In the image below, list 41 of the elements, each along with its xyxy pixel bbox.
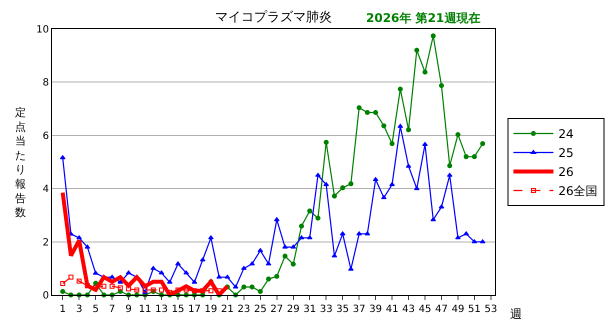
x-tick-label: 27 xyxy=(270,304,284,315)
x-tick-label: 19 xyxy=(204,304,218,315)
x-tick-label: 15 xyxy=(172,304,184,315)
x-tick-label: 31 xyxy=(303,304,316,315)
x-tick-label: 13 xyxy=(155,304,168,315)
chart-subtitle: 2026年 第21週現在 xyxy=(366,11,480,25)
legend-label: 24 xyxy=(558,127,574,142)
x-tick-label: 47 xyxy=(435,304,448,315)
x-tick-label: 29 xyxy=(286,304,300,315)
x-tick-label: 7 xyxy=(108,304,116,315)
legend-label: 25 xyxy=(558,146,574,160)
x-tick-label: 41 xyxy=(386,304,398,315)
x-tick-label: 25 xyxy=(254,304,267,315)
legend-label: 26 xyxy=(558,165,574,180)
y-tick-label: 0 xyxy=(42,290,49,302)
x-tick-label: 17 xyxy=(188,304,201,315)
y-tick-label: 8 xyxy=(42,78,49,89)
y-axis-title: 定点当たり報告数 xyxy=(15,106,26,220)
x-tick-label: 21 xyxy=(221,304,234,315)
x-tick-label: 23 xyxy=(237,304,250,315)
y-tick-label: 4 xyxy=(42,184,49,196)
legend-label: 26全国 xyxy=(558,184,598,198)
x-tick-label: 39 xyxy=(369,304,382,315)
y-tick-label: 10 xyxy=(36,24,49,36)
x-tick-label: 37 xyxy=(352,304,366,315)
x-tick-label: 33 xyxy=(320,304,333,315)
x-tick-label: 3 xyxy=(76,304,82,315)
x-tick-label: 53 xyxy=(484,304,498,315)
y-tick-label: 6 xyxy=(42,130,49,142)
x-tick-label: 11 xyxy=(138,304,152,315)
x-tick-label: 45 xyxy=(418,304,432,315)
chart-title: マイコプラズマ肺炎 xyxy=(215,10,332,25)
x-tick-label: 51 xyxy=(468,304,481,315)
x-tick-label: 49 xyxy=(452,304,464,315)
y-tick-label: 2 xyxy=(42,237,49,248)
x-tick-label: 1 xyxy=(60,304,66,315)
x-axis-title: 週 xyxy=(510,307,522,321)
x-tick-label: 35 xyxy=(336,304,350,315)
x-tick-label: 43 xyxy=(402,304,415,315)
x-tick-label: 5 xyxy=(92,304,99,315)
x-tick-label: 9 xyxy=(125,304,132,315)
